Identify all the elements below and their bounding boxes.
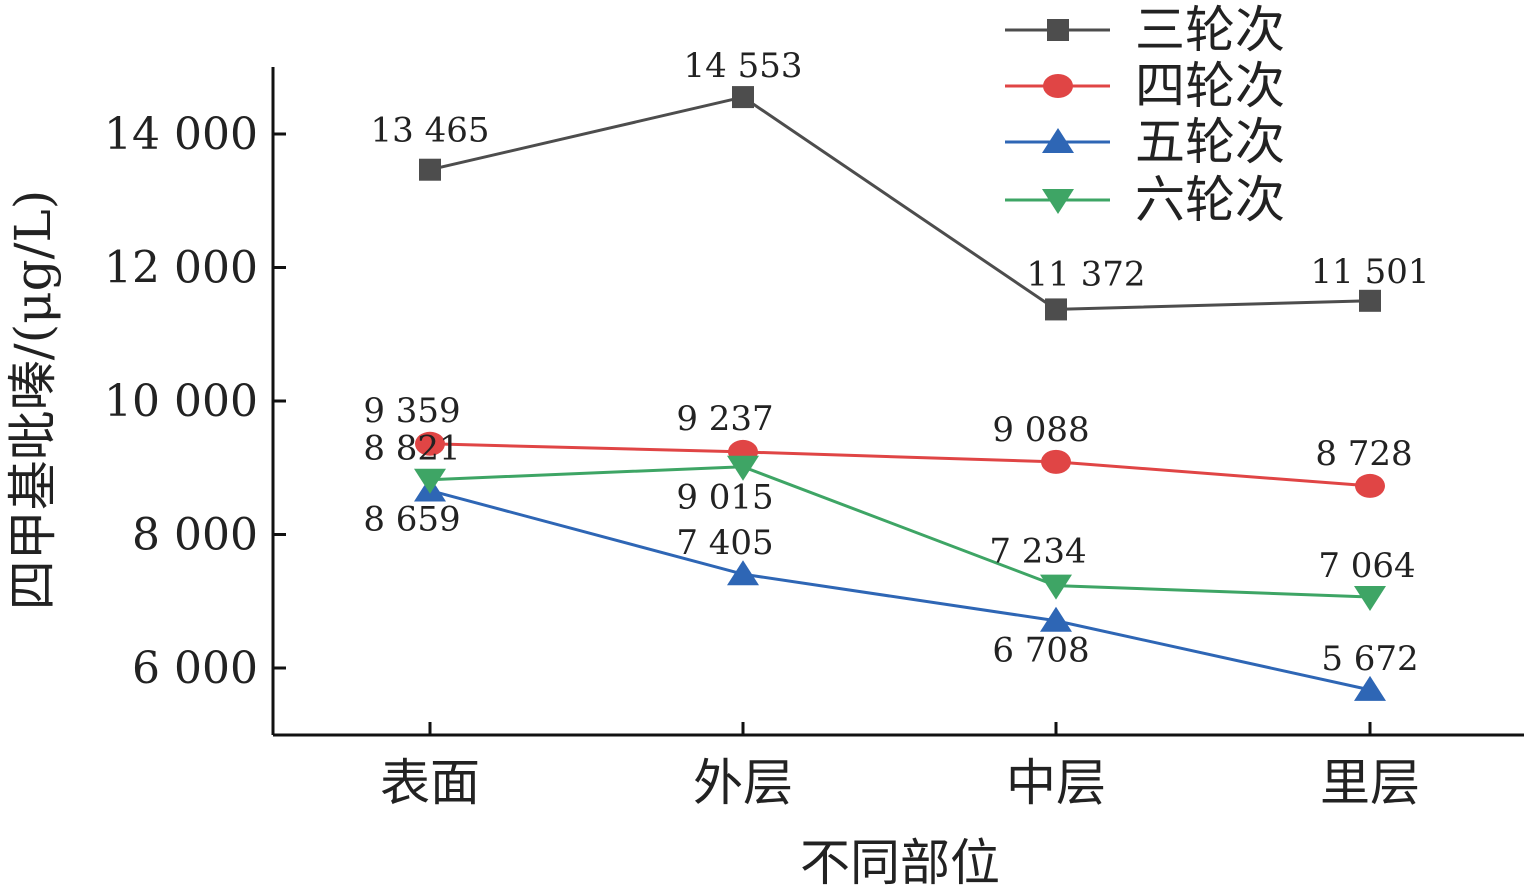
data-point-marker	[1045, 298, 1067, 321]
series-markers	[414, 86, 1386, 701]
data-point-marker	[1359, 289, 1381, 312]
data-label: 13 465	[371, 111, 490, 151]
legend-label: 四轮次	[1135, 57, 1285, 115]
ticks: 6 000 8 000 10 000 12 000 14 000 表面 外层 中层 里层	[104, 109, 1420, 812]
legend-label: 三轮次	[1135, 1, 1285, 59]
data-point-marker	[732, 86, 754, 109]
data-label: 9 015	[676, 478, 773, 518]
data-label: 5 672	[1321, 639, 1418, 679]
x-tick-label: 表面	[380, 754, 480, 812]
data-point-marker	[415, 431, 445, 456]
data-label: 11 372	[1027, 254, 1146, 294]
data-point-marker	[419, 158, 441, 181]
data-label: 7 064	[1318, 546, 1415, 586]
legend-marker	[1043, 74, 1073, 98]
legend-marker	[1042, 189, 1074, 214]
legend-marker	[1042, 128, 1074, 153]
data-label: 11 501	[1311, 252, 1430, 292]
data-label: 8 659	[363, 500, 460, 540]
data-label: 9 359	[363, 391, 460, 431]
series-lines	[429, 95, 1371, 692]
data-label: 14 553	[684, 46, 803, 86]
x-tick-label: 中层	[1006, 754, 1106, 812]
x-tick-label: 里层	[1320, 754, 1420, 812]
series-line-1	[429, 95, 1371, 311]
data-point-marker	[727, 455, 759, 481]
y-tick-label: 10 000	[104, 376, 258, 427]
data-point-marker	[1355, 473, 1385, 498]
data-point-marker	[1041, 449, 1071, 474]
series-line-4	[429, 465, 1371, 599]
data-point-marker	[1354, 675, 1386, 701]
x-tick-label: 外层	[693, 754, 793, 812]
series-line-2	[429, 442, 1371, 488]
x-axis-title: 不同部位	[800, 834, 1000, 892]
y-tick-label: 8 000	[132, 510, 258, 561]
data-point-marker	[727, 560, 759, 586]
data-label: 8 821	[363, 429, 460, 469]
data-point-marker	[1040, 574, 1072, 600]
legend-label: 五轮次	[1135, 113, 1285, 171]
y-axis-title: 四甲基吡嗪/(μg/L)	[4, 190, 62, 610]
data-point-marker	[1040, 606, 1072, 632]
data-label: 7 405	[676, 523, 773, 563]
data-label: 9 088	[992, 410, 1089, 450]
series-line-3	[429, 489, 1371, 692]
data-label: 7 234	[989, 532, 1086, 572]
data-point-marker	[1354, 585, 1386, 611]
data-point-marker	[414, 468, 446, 494]
legend-label: 六轮次	[1135, 171, 1285, 229]
data-labels: 13 465 14 553 11 372 11 501 9 359 9 237 9 088 8…	[363, 46, 1429, 679]
y-tick-label: 6 000	[132, 643, 258, 694]
data-label: 8 728	[1315, 434, 1412, 474]
data-label: 9 237	[676, 399, 773, 439]
legend-marker	[1047, 19, 1069, 41]
data-label: 6 708	[992, 631, 1089, 671]
y-tick-label: 14 000	[104, 109, 258, 160]
y-tick-label: 12 000	[104, 243, 258, 294]
